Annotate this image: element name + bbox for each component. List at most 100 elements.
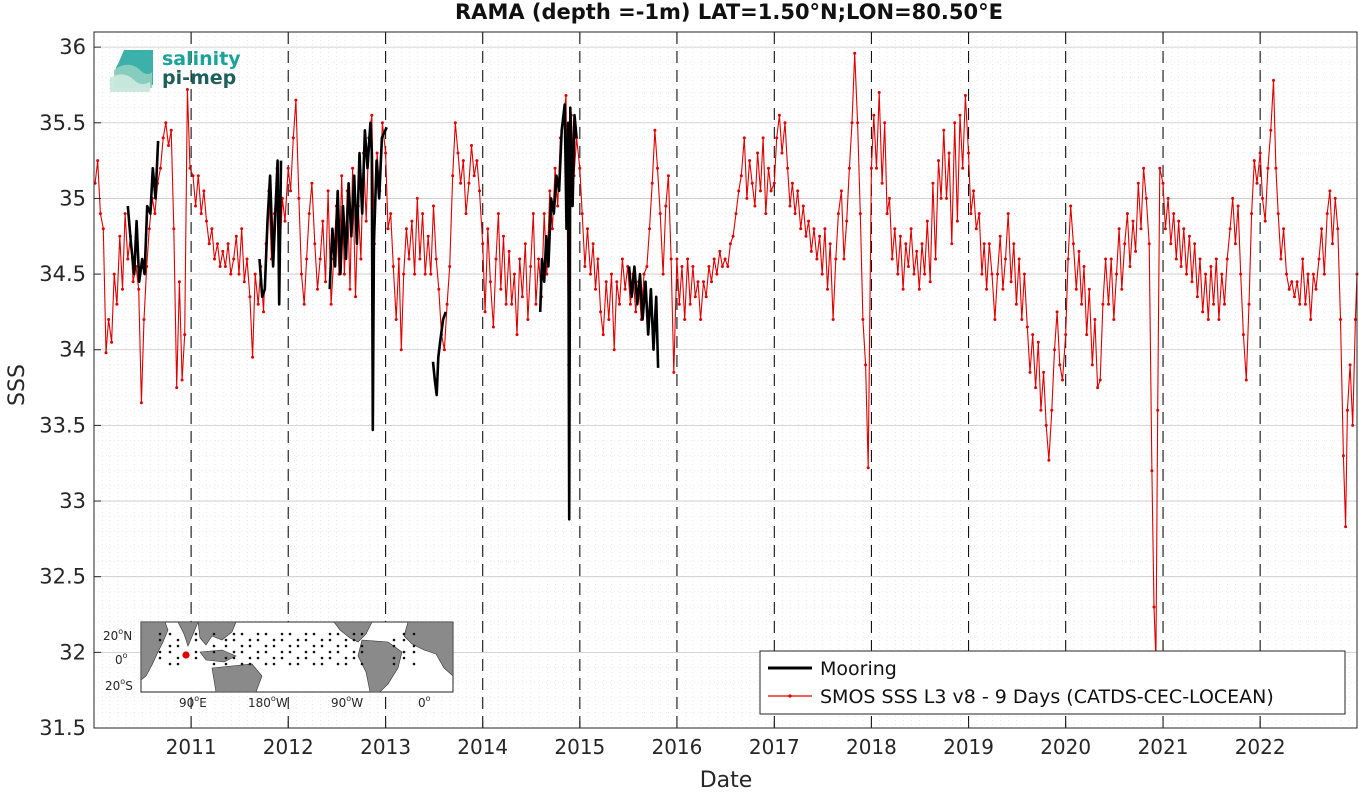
inset-mooring-dot [176,662,180,666]
smos-data-point [856,121,860,125]
smos-data-point [599,310,603,314]
smos-data-point [1320,227,1324,231]
smos-data-point [861,318,865,321]
smos-data-point [1112,318,1116,321]
inset-mooring-dot [168,644,172,648]
smos-data-point [1012,242,1016,246]
smos-data-point [410,219,414,223]
smos-data-point [167,144,170,147]
smos-data-point [826,287,829,291]
smos-data-point [483,310,487,314]
inset-mooring-dot [280,650,284,654]
inset-mooring-dot [320,662,324,666]
smos-data-point [661,272,665,276]
x-tick-label: 2012 [263,735,314,759]
smos-data-point [731,234,735,238]
inset-mooring-dot [272,656,276,660]
smos-data-point [169,128,173,132]
smos-data-point [850,121,854,125]
chart-title: RAMA (depth =-1m) LAT=1.50°N;LON=80.50°E [455,0,1003,24]
inset-mooring-dot [158,650,162,654]
smos-data-point [1166,196,1170,200]
smos-data-point [112,272,116,276]
x-tick-label: 2011 [166,735,217,759]
smos-data-point [556,204,560,208]
inset-mooring-dot [352,638,356,642]
smos-data-point [404,227,408,231]
smos-data-point [196,174,200,178]
smos-data-point [418,257,422,261]
smos-data-point [1077,249,1081,253]
smos-data-point [1279,257,1283,261]
smos-data-point [177,280,181,284]
smos-data-point [1044,423,1048,427]
smos-data-point [442,348,446,352]
smos-data-point [1025,325,1029,329]
africa-east-land [140,621,169,681]
inset-mooring-dot [232,638,236,642]
smos-data-point [1212,302,1216,306]
smos-data-point [1150,469,1154,473]
x-tick-label: 2020 [1040,735,1091,759]
smos-data-point [1136,181,1140,185]
smos-data-point [110,340,114,344]
smos-data-point [972,189,976,193]
smos-data-point [294,98,298,102]
smos-data-point [188,166,192,170]
mooring-array-dots [158,632,416,666]
smos-data-point [237,272,241,276]
smos-data-point [1285,272,1288,276]
plot-frame [93,31,1358,729]
x-tick-label: 2019 [943,735,994,759]
smos-data-point [1082,265,1086,268]
smos-data-point [1287,287,1291,291]
smos-data-point [391,265,395,268]
smos-data-point [650,181,654,185]
inset-mooring-dot [392,644,396,648]
x-axis-label: Date [700,768,753,790]
smos-data-point [104,351,108,355]
smos-data-point [777,113,781,117]
smos-data-point [923,272,927,276]
smos-data-point [324,280,327,284]
smos-series-line [94,53,1358,660]
smos-data-point [437,287,441,291]
smos-data-point [594,287,597,291]
inset-mooring-dot [320,656,324,660]
smos-data-point [1223,302,1226,306]
smos-data-point [397,257,401,261]
smos-data-point [402,272,406,276]
smos-data-point [920,242,924,246]
inset-mooring-dot [360,650,364,654]
inset-mooring-dot [224,662,228,666]
smos-data-point [883,121,887,125]
smos-data-point [1353,318,1357,321]
smos-data-point [1131,219,1135,223]
smos-data-point [1231,196,1235,200]
inset-mooring-dot [168,650,172,654]
smos-data-point [793,212,797,216]
smos-data-point [912,272,916,276]
x-tick-label: 2016 [651,735,702,759]
inset-lon-90e: 90oE [179,694,207,710]
smos-data-point [1014,302,1018,306]
smos-data-point [836,212,840,216]
smos-data-point [1161,181,1165,185]
smos-data-point [1156,408,1160,412]
smos-data-point [221,249,225,253]
inset-mooring-dot [352,650,356,654]
smos-data-point [1333,196,1337,200]
inset-mooring-dot [240,650,244,654]
smos-data-point [683,318,687,321]
smos-data-point [1190,280,1194,284]
smos-data-point [880,181,884,185]
smos-data-point [890,257,894,261]
x-tick-label: 2021 [1138,735,1189,759]
smos-data-point [564,94,568,97]
smos-data-point [1090,363,1094,367]
inset-mooring-dot [312,662,316,666]
inset-mooring-dot [392,638,396,642]
x-tick-label: 2015 [554,735,605,759]
smos-data-point [1250,212,1254,216]
smos-data-point [253,272,257,276]
